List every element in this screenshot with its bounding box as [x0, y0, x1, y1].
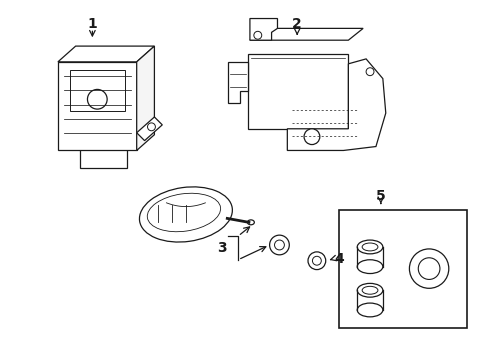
Polygon shape — [137, 46, 154, 150]
Polygon shape — [58, 46, 154, 62]
Polygon shape — [287, 59, 385, 150]
Polygon shape — [249, 28, 363, 40]
Text: 5: 5 — [375, 189, 385, 203]
Text: 3: 3 — [216, 241, 226, 255]
Circle shape — [269, 235, 289, 255]
Circle shape — [307, 252, 325, 270]
FancyBboxPatch shape — [338, 210, 466, 328]
Polygon shape — [247, 54, 347, 129]
Ellipse shape — [357, 303, 382, 317]
Polygon shape — [70, 70, 124, 111]
Circle shape — [408, 249, 448, 288]
Polygon shape — [137, 117, 162, 141]
Circle shape — [253, 31, 261, 39]
Circle shape — [274, 240, 284, 250]
Circle shape — [366, 68, 373, 76]
Ellipse shape — [357, 240, 382, 254]
Ellipse shape — [357, 283, 382, 297]
Circle shape — [87, 89, 107, 109]
Text: 1: 1 — [87, 17, 97, 31]
Circle shape — [312, 256, 321, 265]
Circle shape — [147, 123, 155, 131]
Circle shape — [417, 258, 439, 279]
Circle shape — [304, 129, 319, 145]
Polygon shape — [249, 18, 277, 40]
Ellipse shape — [362, 286, 377, 294]
Text: 2: 2 — [292, 17, 302, 31]
Polygon shape — [228, 62, 247, 103]
Polygon shape — [58, 62, 137, 150]
Ellipse shape — [357, 260, 382, 274]
Ellipse shape — [247, 220, 254, 225]
Ellipse shape — [362, 243, 377, 251]
Text: 4: 4 — [334, 252, 344, 266]
Ellipse shape — [139, 187, 232, 242]
Ellipse shape — [147, 193, 220, 232]
